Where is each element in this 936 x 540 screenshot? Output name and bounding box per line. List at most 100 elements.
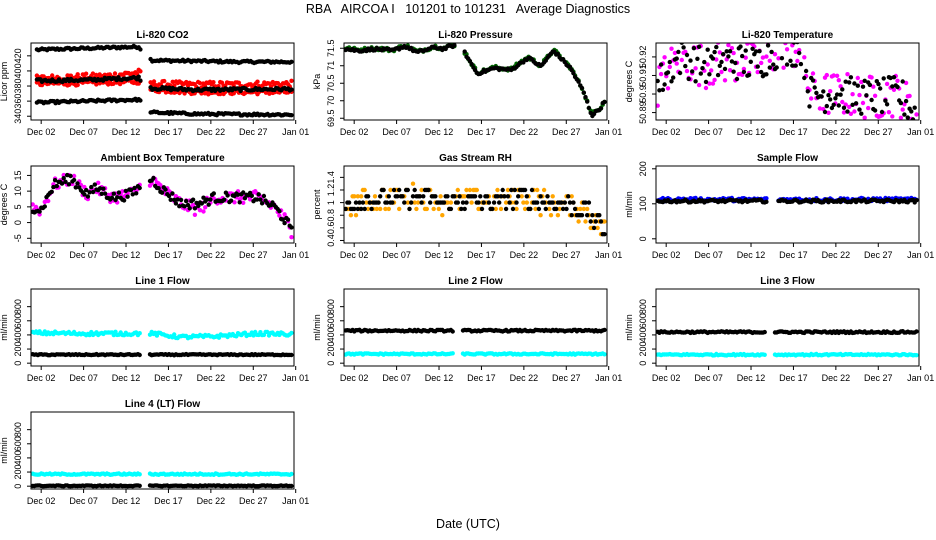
data-point: [710, 81, 716, 86]
x-tick-label: Dec 12: [425, 373, 454, 383]
data-point: [671, 75, 676, 80]
data-point: [715, 72, 721, 78]
data-point: [203, 205, 208, 210]
data-point: [46, 198, 51, 204]
data-point: [828, 97, 833, 102]
data-point: [602, 327, 607, 333]
data-point: [693, 79, 698, 84]
data-point: [667, 59, 672, 65]
x-tick-label: Dec 07: [382, 250, 411, 260]
data-point: [433, 194, 438, 199]
data-point: [178, 197, 184, 203]
series-black-2: [31, 172, 294, 230]
data-point: [602, 219, 607, 224]
panel-8-data: [344, 327, 607, 357]
data-point: [729, 59, 735, 64]
data-point: [289, 87, 294, 92]
data-point: [572, 206, 578, 212]
y-tick-label: 71.5: [326, 39, 336, 57]
data-point: [743, 55, 748, 60]
data-point: [457, 194, 462, 199]
data-point: [567, 200, 573, 205]
x-tick-label: Dec 02: [340, 127, 369, 137]
data-point: [522, 187, 528, 193]
series-black-1: [34, 43, 294, 66]
data-point: [707, 72, 712, 77]
data-point: [907, 93, 912, 99]
data-point: [750, 46, 755, 51]
data-point: [241, 190, 246, 195]
data-point: [428, 200, 433, 205]
data-point: [764, 54, 769, 59]
data-point: [71, 173, 77, 179]
data-point: [289, 471, 294, 477]
data-point: [690, 69, 695, 74]
data-point: [581, 90, 586, 95]
data-point: [862, 78, 867, 84]
data-point: [514, 206, 519, 212]
data-point: [424, 206, 429, 212]
data-point: [567, 64, 573, 70]
data-point: [151, 79, 157, 84]
data-point: [505, 187, 511, 193]
data-point: [509, 187, 514, 193]
data-point: [840, 99, 845, 105]
data-point: [242, 330, 248, 335]
data-point: [85, 194, 91, 199]
data-point: [538, 213, 543, 218]
data-point: [75, 82, 80, 88]
data-point: [151, 175, 156, 181]
data-point: [438, 194, 443, 199]
data-point: [462, 206, 467, 212]
x-tick-label: Dec 12: [425, 127, 454, 137]
data-point: [265, 329, 270, 335]
y-tick-label: 200: [638, 342, 648, 357]
data-point: [674, 56, 679, 61]
x-tick-label: Dec 27: [864, 250, 893, 260]
data-point: [137, 331, 142, 336]
data-point: [905, 115, 910, 120]
data-point: [547, 206, 552, 212]
data-point: [717, 63, 722, 68]
y-tick-label: 800: [326, 299, 336, 314]
x-tick-label: Dec 02: [27, 127, 56, 137]
x-tick-label: Jan 01: [907, 373, 934, 383]
data-point: [102, 191, 108, 196]
x-tick-label: Dec 12: [112, 373, 141, 383]
data-point: [445, 200, 450, 205]
data-point: [755, 69, 760, 75]
data-point: [727, 68, 733, 73]
data-point: [362, 206, 367, 212]
y-tick-label: 400: [13, 327, 23, 342]
data-point: [448, 200, 454, 205]
data-point: [192, 212, 198, 217]
data-point: [841, 105, 847, 111]
data-point: [402, 200, 407, 205]
y-tick-label: 70.5: [326, 74, 336, 92]
data-point: [855, 83, 860, 88]
data-point: [507, 200, 512, 205]
data-point: [831, 73, 836, 78]
data-point: [170, 79, 175, 85]
y-tick-label: 5: [13, 204, 23, 209]
data-point: [764, 196, 769, 201]
data-point: [895, 78, 900, 84]
data-point: [378, 206, 383, 212]
data-point: [289, 330, 294, 336]
data-point: [562, 200, 567, 205]
data-point: [479, 206, 485, 212]
data-point: [667, 64, 672, 70]
x-tick-label: Dec 22: [822, 373, 851, 383]
data-point: [109, 195, 115, 200]
x-tick-label: Jan 01: [907, 127, 934, 137]
data-point: [793, 63, 798, 68]
y-tick-label: 400: [13, 450, 23, 465]
data-point: [597, 213, 602, 218]
y-axis-label: ml/min: [624, 314, 634, 341]
panel-2-data: [344, 43, 607, 119]
x-tick-label: Jan 01: [282, 127, 309, 137]
x-tick-label: Dec 07: [69, 496, 98, 506]
x-tick-label: Jan 01: [595, 127, 622, 137]
data-point: [441, 200, 447, 205]
data-point: [242, 196, 248, 201]
